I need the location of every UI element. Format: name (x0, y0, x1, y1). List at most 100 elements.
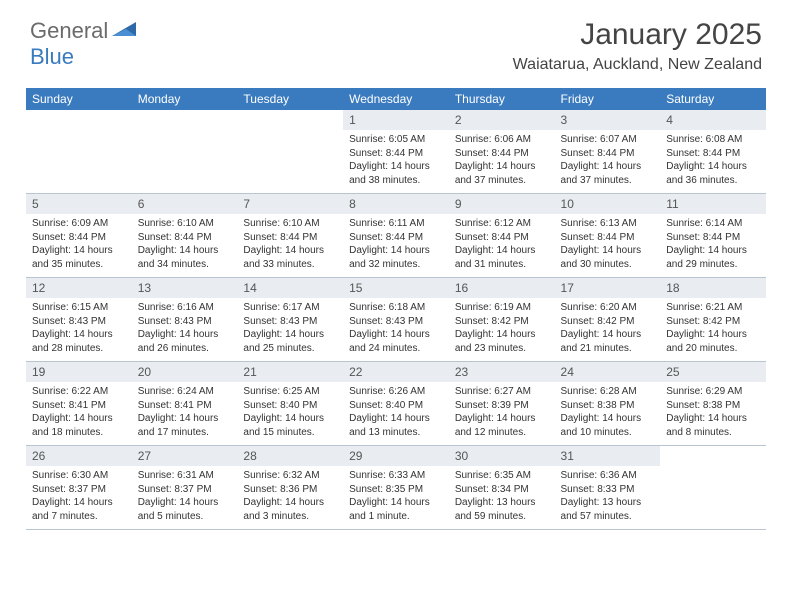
day-details: Sunrise: 6:06 AMSunset: 8:44 PMDaylight:… (449, 130, 555, 193)
day-details: Sunrise: 6:13 AMSunset: 8:44 PMDaylight:… (555, 214, 661, 277)
day-number: 1 (343, 110, 449, 130)
calendar-day-cell: 15Sunrise: 6:18 AMSunset: 8:43 PMDayligh… (343, 278, 449, 362)
day-details: Sunrise: 6:11 AMSunset: 8:44 PMDaylight:… (343, 214, 449, 277)
weekday-header: Sunday (26, 88, 132, 110)
title-block: January 2025 Waiatarua, Auckland, New Ze… (513, 18, 762, 74)
day-details: Sunrise: 6:17 AMSunset: 8:43 PMDaylight:… (237, 298, 343, 361)
calendar-day-cell: 11Sunrise: 6:14 AMSunset: 8:44 PMDayligh… (660, 194, 766, 278)
calendar-day-cell: 28Sunrise: 6:32 AMSunset: 8:36 PMDayligh… (237, 446, 343, 530)
calendar-day-cell: 16Sunrise: 6:19 AMSunset: 8:42 PMDayligh… (449, 278, 555, 362)
day-details: Sunrise: 6:12 AMSunset: 8:44 PMDaylight:… (449, 214, 555, 277)
day-details: Sunrise: 6:21 AMSunset: 8:42 PMDaylight:… (660, 298, 766, 361)
calendar-day-cell: 13Sunrise: 6:16 AMSunset: 8:43 PMDayligh… (132, 278, 238, 362)
day-number: 15 (343, 278, 449, 298)
day-details: Sunrise: 6:15 AMSunset: 8:43 PMDaylight:… (26, 298, 132, 361)
calendar-row: 26Sunrise: 6:30 AMSunset: 8:37 PMDayligh… (26, 446, 766, 530)
day-details: Sunrise: 6:24 AMSunset: 8:41 PMDaylight:… (132, 382, 238, 445)
calendar-day-cell: 26Sunrise: 6:30 AMSunset: 8:37 PMDayligh… (26, 446, 132, 530)
calendar-row: 19Sunrise: 6:22 AMSunset: 8:41 PMDayligh… (26, 362, 766, 446)
day-details: Sunrise: 6:05 AMSunset: 8:44 PMDaylight:… (343, 130, 449, 193)
day-number: 16 (449, 278, 555, 298)
calendar-empty-cell (660, 446, 766, 530)
day-number: 17 (555, 278, 661, 298)
calendar-row: 1Sunrise: 6:05 AMSunset: 8:44 PMDaylight… (26, 110, 766, 194)
day-number: 29 (343, 446, 449, 466)
day-details: Sunrise: 6:10 AMSunset: 8:44 PMDaylight:… (237, 214, 343, 277)
calendar-empty-cell (237, 110, 343, 194)
day-number: 19 (26, 362, 132, 382)
calendar-day-cell: 29Sunrise: 6:33 AMSunset: 8:35 PMDayligh… (343, 446, 449, 530)
day-details: Sunrise: 6:14 AMSunset: 8:44 PMDaylight:… (660, 214, 766, 277)
calendar-day-cell: 17Sunrise: 6:20 AMSunset: 8:42 PMDayligh… (555, 278, 661, 362)
day-number: 26 (26, 446, 132, 466)
day-number: 13 (132, 278, 238, 298)
calendar-row: 12Sunrise: 6:15 AMSunset: 8:43 PMDayligh… (26, 278, 766, 362)
calendar-day-cell: 1Sunrise: 6:05 AMSunset: 8:44 PMDaylight… (343, 110, 449, 194)
day-details: Sunrise: 6:30 AMSunset: 8:37 PMDaylight:… (26, 466, 132, 529)
calendar-day-cell: 12Sunrise: 6:15 AMSunset: 8:43 PMDayligh… (26, 278, 132, 362)
day-number: 4 (660, 110, 766, 130)
day-number: 31 (555, 446, 661, 466)
day-number: 21 (237, 362, 343, 382)
calendar-empty-cell (132, 110, 238, 194)
calendar-day-cell: 5Sunrise: 6:09 AMSunset: 8:44 PMDaylight… (26, 194, 132, 278)
weekday-header: Monday (132, 88, 238, 110)
location-text: Waiatarua, Auckland, New Zealand (513, 56, 762, 74)
day-number: 20 (132, 362, 238, 382)
day-number: 12 (26, 278, 132, 298)
day-number: 8 (343, 194, 449, 214)
day-details: Sunrise: 6:29 AMSunset: 8:38 PMDaylight:… (660, 382, 766, 445)
calendar-day-cell: 7Sunrise: 6:10 AMSunset: 8:44 PMDaylight… (237, 194, 343, 278)
calendar-day-cell: 20Sunrise: 6:24 AMSunset: 8:41 PMDayligh… (132, 362, 238, 446)
logo-text-blue: Blue (30, 44, 74, 69)
calendar-day-cell: 3Sunrise: 6:07 AMSunset: 8:44 PMDaylight… (555, 110, 661, 194)
day-number: 6 (132, 194, 238, 214)
calendar-table: SundayMondayTuesdayWednesdayThursdayFrid… (26, 88, 766, 530)
day-details: Sunrise: 6:36 AMSunset: 8:33 PMDaylight:… (555, 466, 661, 529)
day-number: 24 (555, 362, 661, 382)
calendar-body: 1Sunrise: 6:05 AMSunset: 8:44 PMDaylight… (26, 110, 766, 530)
calendar-day-cell: 22Sunrise: 6:26 AMSunset: 8:40 PMDayligh… (343, 362, 449, 446)
day-number: 18 (660, 278, 766, 298)
day-number: 5 (26, 194, 132, 214)
day-number: 9 (449, 194, 555, 214)
day-number: 25 (660, 362, 766, 382)
weekday-header: Saturday (660, 88, 766, 110)
logo: General (30, 18, 140, 44)
day-details: Sunrise: 6:31 AMSunset: 8:37 PMDaylight:… (132, 466, 238, 529)
day-number: 22 (343, 362, 449, 382)
day-number: 11 (660, 194, 766, 214)
calendar-day-cell: 21Sunrise: 6:25 AMSunset: 8:40 PMDayligh… (237, 362, 343, 446)
day-details: Sunrise: 6:18 AMSunset: 8:43 PMDaylight:… (343, 298, 449, 361)
calendar-day-cell: 27Sunrise: 6:31 AMSunset: 8:37 PMDayligh… (132, 446, 238, 530)
calendar-day-cell: 30Sunrise: 6:35 AMSunset: 8:34 PMDayligh… (449, 446, 555, 530)
weekday-header-row: SundayMondayTuesdayWednesdayThursdayFrid… (26, 88, 766, 110)
day-details: Sunrise: 6:28 AMSunset: 8:38 PMDaylight:… (555, 382, 661, 445)
weekday-header: Thursday (449, 88, 555, 110)
day-details: Sunrise: 6:20 AMSunset: 8:42 PMDaylight:… (555, 298, 661, 361)
calendar-day-cell: 6Sunrise: 6:10 AMSunset: 8:44 PMDaylight… (132, 194, 238, 278)
day-details: Sunrise: 6:33 AMSunset: 8:35 PMDaylight:… (343, 466, 449, 529)
calendar-day-cell: 2Sunrise: 6:06 AMSunset: 8:44 PMDaylight… (449, 110, 555, 194)
day-number: 28 (237, 446, 343, 466)
day-details: Sunrise: 6:27 AMSunset: 8:39 PMDaylight:… (449, 382, 555, 445)
month-title: January 2025 (513, 18, 762, 52)
calendar-day-cell: 9Sunrise: 6:12 AMSunset: 8:44 PMDaylight… (449, 194, 555, 278)
weekday-header: Wednesday (343, 88, 449, 110)
day-details: Sunrise: 6:25 AMSunset: 8:40 PMDaylight:… (237, 382, 343, 445)
calendar-day-cell: 8Sunrise: 6:11 AMSunset: 8:44 PMDaylight… (343, 194, 449, 278)
calendar-day-cell: 14Sunrise: 6:17 AMSunset: 8:43 PMDayligh… (237, 278, 343, 362)
calendar-day-cell: 31Sunrise: 6:36 AMSunset: 8:33 PMDayligh… (555, 446, 661, 530)
calendar-day-cell: 19Sunrise: 6:22 AMSunset: 8:41 PMDayligh… (26, 362, 132, 446)
calendar-day-cell: 10Sunrise: 6:13 AMSunset: 8:44 PMDayligh… (555, 194, 661, 278)
day-number: 27 (132, 446, 238, 466)
weekday-header: Friday (555, 88, 661, 110)
calendar-day-cell: 25Sunrise: 6:29 AMSunset: 8:38 PMDayligh… (660, 362, 766, 446)
calendar-day-cell: 4Sunrise: 6:08 AMSunset: 8:44 PMDaylight… (660, 110, 766, 194)
day-details: Sunrise: 6:22 AMSunset: 8:41 PMDaylight:… (26, 382, 132, 445)
calendar-row: 5Sunrise: 6:09 AMSunset: 8:44 PMDaylight… (26, 194, 766, 278)
day-number: 2 (449, 110, 555, 130)
calendar-empty-cell (26, 110, 132, 194)
day-details: Sunrise: 6:07 AMSunset: 8:44 PMDaylight:… (555, 130, 661, 193)
weekday-header: Tuesday (237, 88, 343, 110)
